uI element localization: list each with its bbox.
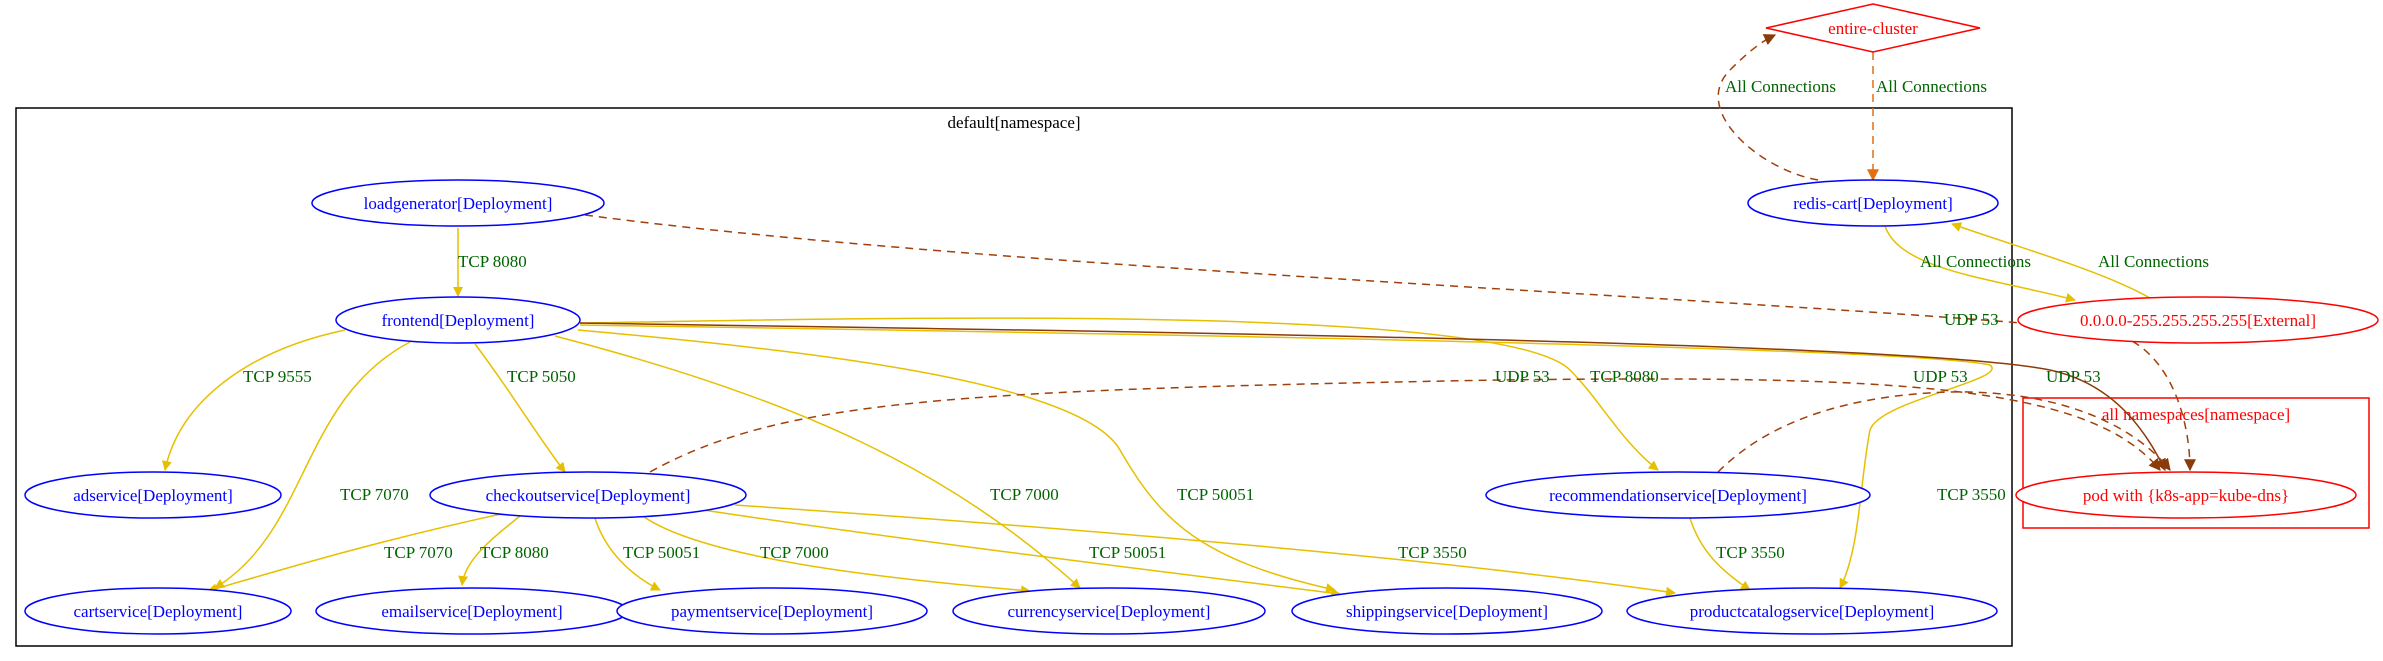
node-productcatalogservice-label: productcatalogservice[Deployment]: [1690, 602, 1935, 621]
node-emailservice[interactable]: emailservice[Deployment]: [315, 587, 629, 635]
label-loadgen-to-dns: UDP 53: [1944, 310, 1999, 329]
label-checkout-to-email: TCP 8080: [480, 543, 549, 562]
label-frontend-to-shipping: TCP 50051: [1177, 485, 1254, 504]
edge-recommendation-to-productcatalog: [1689, 517, 1751, 591]
node-loadgenerator[interactable]: loadgenerator[Deployment]: [311, 179, 605, 227]
node-kube-dns[interactable]: pod with {k8s-app=kube-dns}: [2015, 471, 2357, 519]
label-checkout-to-payment: TCP 50051: [623, 543, 700, 562]
node-paymentservice-label: paymentservice[Deployment]: [671, 602, 873, 621]
edge-recommendation-to-dns: [1717, 391, 2171, 473]
label-frontend-to-adservice: TCP 9555: [243, 367, 312, 386]
label-frontend-to-productcatalog: TCP 3550: [1937, 485, 2006, 504]
cluster-default-namespace: default[namespace]: [15, 107, 2013, 647]
edge-checkout-to-productcatalog: [734, 504, 1676, 597]
edge-checkout-to-dns: [649, 378, 2161, 473]
edge-frontend-to-currency: [554, 335, 1081, 589]
edge-loadgen-to-dns: [584, 214, 2196, 472]
node-redis-cart-label: redis-cart[Deployment]: [1793, 194, 1953, 213]
edge-checkout-to-payment: [594, 517, 661, 591]
cluster-all-label: all namespaces[namespace]: [2102, 405, 2290, 424]
node-frontend-label: frontend[Deployment]: [382, 311, 535, 330]
label-checkout-to-shipping: TCP 50051: [1089, 543, 1166, 562]
node-entire-cluster-label: entire-cluster: [1828, 19, 1918, 38]
node-checkoutservice-label: checkoutservice[Deployment]: [486, 486, 691, 505]
edge-frontend-to-shipping: [577, 329, 1336, 593]
edge-checkout-to-email: [458, 515, 521, 586]
node-recommendationservice-label: recommendationservice[Deployment]: [1549, 486, 1807, 505]
node-external-ip-label: 0.0.0.0-255.255.255.255[External]: [2080, 311, 2316, 330]
label-recommendation-to-productcatalog: TCP 3550: [1716, 543, 1785, 562]
cluster-default-label: default[namespace]: [947, 113, 1080, 132]
label-cluster-to-redis: All Connections: [1876, 77, 1987, 96]
edge-checkout-to-shipping: [689, 507, 1341, 598]
edge-frontend-to-adservice: [162, 329, 346, 471]
node-entire-cluster[interactable]: entire-cluster: [1765, 3, 1981, 53]
node-currencyservice[interactable]: currencyservice[Deployment]: [952, 587, 1266, 635]
label-frontend-to-recommendation: TCP 8080: [1590, 367, 1659, 386]
edge-redis-to-external: [1884, 225, 2076, 303]
node-recommendationservice[interactable]: recommendationservice[Deployment]: [1485, 471, 1871, 519]
label-frontend-to-dns: UDP 53: [1913, 367, 1968, 386]
node-shippingservice-label: shippingservice[Deployment]: [1346, 602, 1548, 621]
node-paymentservice[interactable]: paymentservice[Deployment]: [616, 587, 928, 635]
edge-frontend-to-checkout: [474, 343, 566, 473]
node-redis-cart[interactable]: redis-cart[Deployment]: [1747, 179, 1999, 227]
edge-frontend-to-productcatalog: [579, 324, 1993, 589]
node-loadgenerator-label: loadgenerator[Deployment]: [364, 194, 553, 213]
label-checkout-to-productcatalog: TCP 3550: [1398, 543, 1467, 562]
edge-redis-to-cluster: [1717, 34, 1819, 181]
node-cartservice[interactable]: cartservice[Deployment]: [24, 587, 292, 635]
label-redis-to-external: All Connections: [1920, 252, 2031, 271]
cluster-all-namespaces: all namespaces[namespace]: [2022, 397, 2370, 529]
edge-frontend-to-dns: [579, 322, 2166, 472]
label-external-to-redis: All Connections: [2098, 252, 2209, 271]
node-adservice-label: adservice[Deployment]: [73, 486, 233, 505]
edge-frontend-to-recommendation: [579, 317, 1659, 471]
node-checkoutservice[interactable]: checkoutservice[Deployment]: [429, 471, 747, 519]
label-loadgen-to-frontend: TCP 8080: [458, 252, 527, 271]
label-recommendation-to-dns: UDP 53: [2046, 367, 2101, 386]
edge-checkout-to-currency: [639, 513, 1031, 596]
node-emailservice-label: emailservice[Deployment]: [381, 602, 562, 621]
node-kube-dns-label: pod with {k8s-app=kube-dns}: [2083, 486, 2289, 505]
node-adservice[interactable]: adservice[Deployment]: [24, 471, 282, 519]
node-cartservice-label: cartservice[Deployment]: [74, 602, 243, 621]
node-frontend[interactable]: frontend[Deployment]: [335, 296, 581, 344]
node-external-ip[interactable]: 0.0.0.0-255.255.255.255[External]: [2017, 296, 2379, 344]
label-frontend-to-cartservice: TCP 7070: [340, 485, 409, 504]
edge-frontend-to-cartservice: [214, 341, 411, 589]
label-redis-to-cluster: All Connections: [1725, 77, 1836, 96]
label-frontend-to-checkout: TCP 5050: [507, 367, 576, 386]
edge-external-to-redis: [1951, 222, 2151, 299]
label-checkout-to-currency: TCP 7000: [760, 543, 829, 562]
label-checkout-to-cart: TCP 7070: [384, 543, 453, 562]
label-checkout-to-dns: UDP 53: [1495, 367, 1550, 386]
node-shippingservice[interactable]: shippingservice[Deployment]: [1291, 587, 1603, 635]
node-productcatalogservice[interactable]: productcatalogservice[Deployment]: [1626, 587, 1998, 635]
label-frontend-to-currency: TCP 7000: [990, 485, 1059, 504]
edge-checkout-to-cart: [207, 511, 511, 594]
node-currencyservice-label: currencyservice[Deployment]: [1008, 602, 1211, 621]
